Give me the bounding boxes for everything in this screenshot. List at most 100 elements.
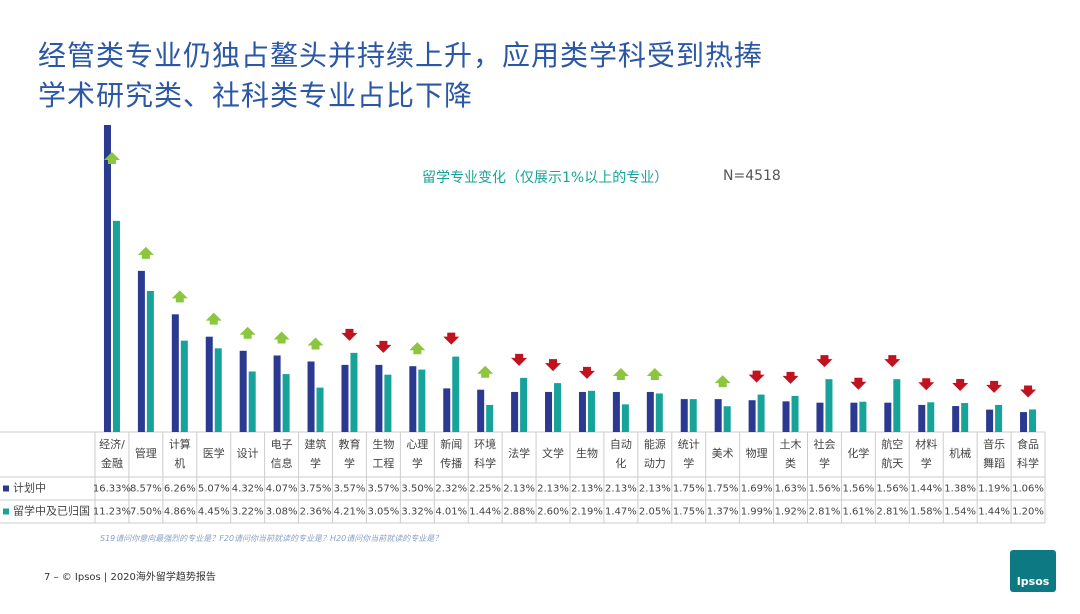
- value-label: 1.75%: [673, 484, 705, 495]
- value-label: 2.81%: [876, 507, 908, 518]
- value-label: 16.33%: [93, 484, 131, 495]
- bar: [757, 394, 765, 432]
- bar: [1029, 409, 1037, 432]
- legend-label: 计划中: [13, 482, 46, 495]
- trend-arrow: [918, 378, 935, 391]
- bar: [825, 379, 833, 432]
- bar: [859, 401, 867, 432]
- bar: [409, 366, 417, 432]
- bar: [180, 340, 188, 432]
- value-label: 3.50%: [401, 484, 433, 495]
- trend-arrow: [646, 367, 663, 380]
- x-tick-label: 建筑学: [305, 437, 327, 470]
- value-label: 3.57%: [334, 484, 366, 495]
- value-label: 1.92%: [775, 507, 807, 518]
- annotation: 留学专业变化（仅展示1%以上的专业）: [422, 170, 669, 186]
- trend-arrow: [884, 355, 901, 368]
- value-label: 2.13%: [571, 484, 603, 495]
- x-tick-label: 设计: [237, 447, 259, 460]
- bar: [782, 401, 790, 432]
- bar: [612, 391, 620, 432]
- trend-arrow: [1020, 385, 1037, 398]
- legend-swatch: [3, 485, 9, 492]
- x-tick-label: 生物: [576, 446, 598, 460]
- bar: [214, 348, 222, 432]
- value-label: 1.44%: [469, 507, 501, 518]
- title: 经管类专业仍独占鳌头并持续上升，应用类学科受到热捧: [38, 39, 764, 72]
- trend-arrow: [239, 326, 256, 339]
- trend-arrow: [952, 379, 969, 392]
- x-tick-label: 食品科学: [1017, 437, 1039, 470]
- trend-arrow: [511, 353, 528, 366]
- value-label: 3.08%: [266, 507, 298, 518]
- bar: [341, 364, 349, 432]
- bar: [146, 291, 154, 432]
- legend-label: 留学中及已归国: [13, 504, 90, 518]
- bar: [884, 402, 892, 432]
- value-label: 1.37%: [707, 507, 739, 518]
- value-label: 1.06%: [1012, 484, 1044, 495]
- value-label: 1.19%: [978, 484, 1010, 495]
- value-label: 6.26%: [164, 484, 196, 495]
- x-tick-label: 电子信息: [271, 438, 293, 470]
- value-label: 3.75%: [300, 484, 332, 495]
- value-label: 1.58%: [910, 507, 942, 518]
- bar: [952, 406, 960, 432]
- trend-arrow: [307, 337, 324, 350]
- value-label: 4.45%: [198, 507, 230, 518]
- value-label: 2.13%: [605, 484, 637, 495]
- x-tick-label: 心理学: [406, 438, 428, 470]
- value-label: 4.86%: [164, 507, 196, 518]
- x-tick-label: 材料学: [915, 437, 937, 470]
- x-tick-label: 机械: [949, 446, 971, 460]
- bar: [384, 374, 392, 432]
- bar: [714, 399, 722, 432]
- x-tick-label: 计算机: [169, 437, 191, 470]
- bar: [171, 314, 179, 432]
- bar: [316, 387, 324, 432]
- trend-arrow: [986, 380, 1003, 393]
- value-label: 1.56%: [843, 484, 875, 495]
- x-tick-label: 经济/金融: [99, 437, 125, 470]
- bar: [646, 391, 654, 432]
- value-label: 4.01%: [435, 507, 467, 518]
- bar: [918, 404, 926, 432]
- x-tick-label: 航空航天: [881, 437, 903, 470]
- footer: 7 – © Ipsos | 2020海外留学趋势报告: [44, 572, 216, 583]
- x-tick-label: 美术: [712, 447, 734, 460]
- x-tick-label: 环境科学: [474, 437, 496, 470]
- value-label: 2.81%: [809, 507, 841, 518]
- x-tick-label: 音乐舞蹈: [983, 437, 1005, 470]
- bar: [961, 403, 969, 432]
- footnote: S19请问你意向最强烈的专业是？F20请问你当前就读的专业是？H20请问你当前就…: [100, 534, 443, 543]
- value-label: 4.32%: [232, 484, 264, 495]
- x-tick-label: 化学: [847, 446, 869, 460]
- value-label: 3.22%: [232, 507, 264, 518]
- trend-arrow: [443, 332, 460, 345]
- bar: [893, 379, 901, 432]
- value-label: 2.32%: [435, 484, 467, 495]
- value-label: 1.56%: [876, 484, 908, 495]
- trend-arrow: [171, 290, 188, 303]
- trend-arrow: [850, 377, 867, 390]
- trend-arrow: [103, 152, 120, 164]
- bar: [791, 395, 799, 432]
- bar: [986, 409, 994, 432]
- value-label: 1.75%: [673, 507, 705, 518]
- bar: [486, 404, 494, 432]
- bar: [850, 402, 858, 432]
- value-label: 1.61%: [843, 507, 875, 518]
- bar: [680, 399, 688, 432]
- bar: [137, 270, 145, 432]
- bar: [1020, 412, 1028, 432]
- value-label: 7.50%: [130, 507, 162, 518]
- value-label: 1.56%: [809, 484, 841, 495]
- x-tick-label: 新闻传播: [440, 437, 462, 470]
- value-label: 2.19%: [571, 507, 603, 518]
- value-label: 3.57%: [368, 484, 400, 495]
- x-tick-label: 土木类: [780, 438, 802, 470]
- value-label: 1.44%: [978, 507, 1010, 518]
- x-tick-label: 法学: [508, 446, 530, 460]
- bar: [816, 402, 824, 432]
